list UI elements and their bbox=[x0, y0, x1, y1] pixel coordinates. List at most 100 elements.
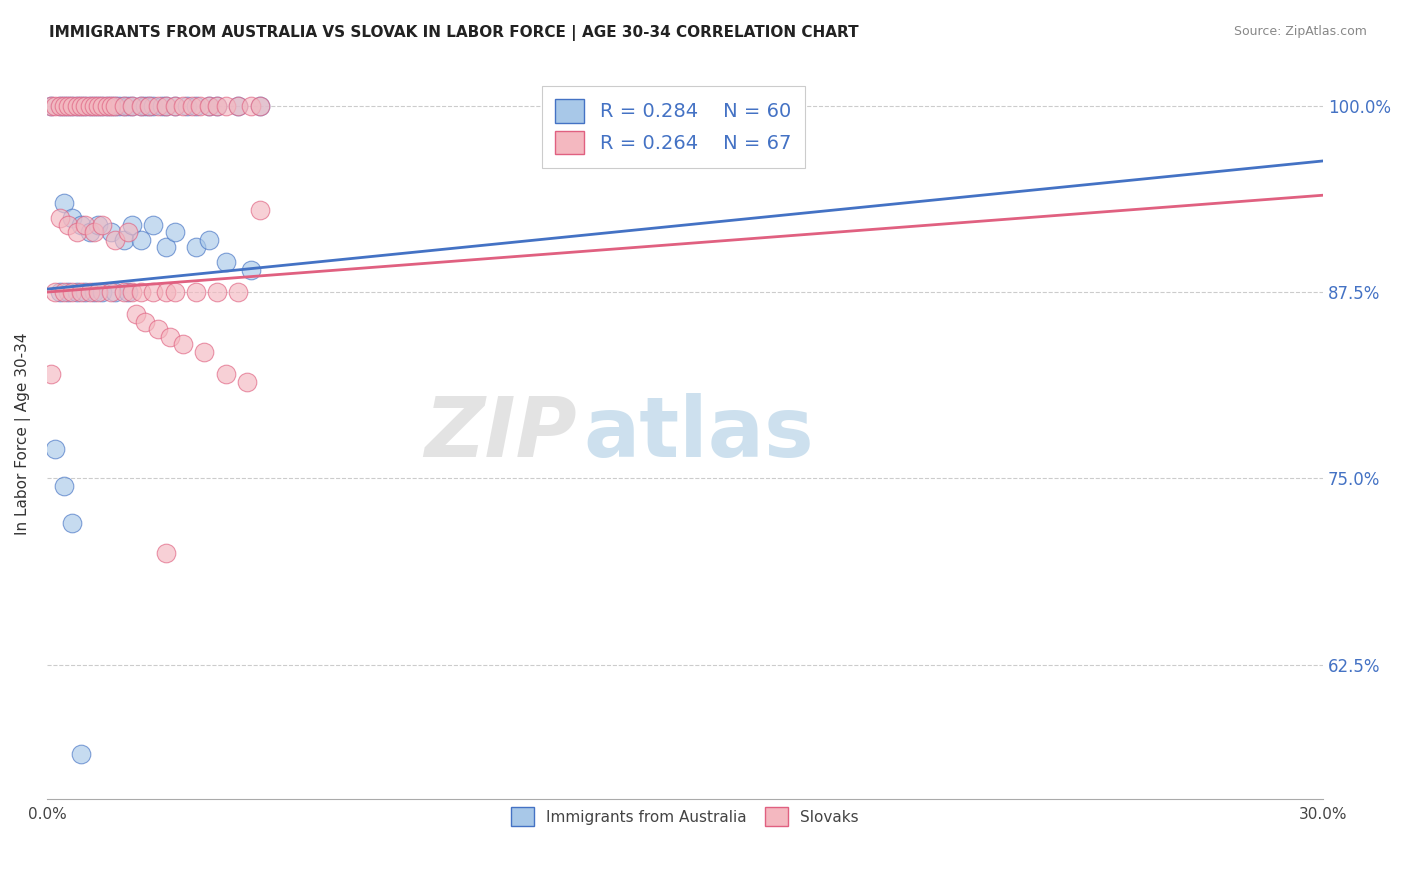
Point bbox=[44, 99, 66, 113]
Text: Source: ZipAtlas.com: Source: ZipAtlas.com bbox=[1233, 25, 1367, 38]
Point bbox=[163, 285, 186, 299]
Point bbox=[108, 99, 131, 113]
Point bbox=[134, 315, 156, 329]
Point bbox=[104, 285, 127, 299]
Point bbox=[112, 233, 135, 247]
Point bbox=[193, 344, 215, 359]
Point bbox=[66, 285, 89, 299]
Point bbox=[44, 442, 66, 456]
Point bbox=[146, 322, 169, 336]
Point bbox=[70, 218, 93, 232]
Point bbox=[53, 195, 76, 210]
Point bbox=[121, 99, 143, 113]
Point bbox=[163, 99, 186, 113]
Point bbox=[142, 285, 165, 299]
Point bbox=[104, 99, 127, 113]
Point bbox=[100, 226, 122, 240]
Point bbox=[83, 99, 105, 113]
Point bbox=[87, 285, 110, 299]
Point bbox=[155, 99, 177, 113]
Point bbox=[172, 99, 194, 113]
Point bbox=[53, 479, 76, 493]
Point bbox=[129, 99, 152, 113]
Point bbox=[163, 99, 186, 113]
Point bbox=[214, 255, 236, 269]
Point bbox=[155, 240, 177, 254]
Legend: Immigrants from Australia, Slovaks: Immigrants from Australia, Slovaks bbox=[502, 798, 868, 835]
Point bbox=[96, 99, 118, 113]
Point bbox=[79, 285, 101, 299]
Point bbox=[197, 99, 219, 113]
Point bbox=[205, 285, 228, 299]
Point bbox=[70, 285, 93, 299]
Point bbox=[100, 99, 122, 113]
Point bbox=[163, 226, 186, 240]
Point bbox=[58, 99, 80, 113]
Point bbox=[228, 99, 250, 113]
Point bbox=[91, 99, 114, 113]
Point bbox=[83, 99, 105, 113]
Point bbox=[79, 99, 101, 113]
Point bbox=[39, 367, 62, 381]
Point bbox=[129, 233, 152, 247]
Point bbox=[142, 218, 165, 232]
Y-axis label: In Labor Force | Age 30-34: In Labor Force | Age 30-34 bbox=[15, 333, 31, 535]
Point bbox=[155, 546, 177, 560]
Text: IMMIGRANTS FROM AUSTRALIA VS SLOVAK IN LABOR FORCE | AGE 30-34 CORRELATION CHART: IMMIGRANTS FROM AUSTRALIA VS SLOVAK IN L… bbox=[49, 25, 859, 41]
Point bbox=[53, 99, 76, 113]
Point bbox=[150, 99, 173, 113]
Point bbox=[87, 218, 110, 232]
Point bbox=[240, 262, 263, 277]
Point bbox=[214, 99, 236, 113]
Point bbox=[184, 285, 207, 299]
Point bbox=[117, 99, 139, 113]
Point bbox=[62, 211, 84, 225]
Point bbox=[39, 99, 62, 113]
Point bbox=[138, 99, 160, 113]
Point bbox=[104, 99, 127, 113]
Point bbox=[155, 99, 177, 113]
Point bbox=[142, 99, 165, 113]
Point bbox=[39, 99, 62, 113]
Point bbox=[66, 99, 89, 113]
Point bbox=[188, 99, 211, 113]
Point bbox=[197, 233, 219, 247]
Point bbox=[96, 99, 118, 113]
Point bbox=[249, 99, 271, 113]
Point bbox=[75, 99, 97, 113]
Point bbox=[66, 226, 89, 240]
Point bbox=[228, 285, 250, 299]
Point bbox=[155, 285, 177, 299]
Point bbox=[62, 516, 84, 530]
Point bbox=[91, 285, 114, 299]
Point bbox=[159, 330, 181, 344]
Point bbox=[117, 226, 139, 240]
Point bbox=[48, 99, 70, 113]
Point bbox=[62, 99, 84, 113]
Point bbox=[53, 99, 76, 113]
Point bbox=[87, 99, 110, 113]
Point bbox=[75, 285, 97, 299]
Point bbox=[70, 747, 93, 761]
Point bbox=[48, 285, 70, 299]
Point bbox=[228, 99, 250, 113]
Point bbox=[240, 99, 263, 113]
Point bbox=[121, 99, 143, 113]
Point bbox=[48, 211, 70, 225]
Point bbox=[249, 203, 271, 218]
Point bbox=[48, 99, 70, 113]
Point bbox=[75, 218, 97, 232]
Point bbox=[205, 99, 228, 113]
Point bbox=[79, 226, 101, 240]
Point bbox=[58, 218, 80, 232]
Point bbox=[66, 99, 89, 113]
Point bbox=[112, 285, 135, 299]
Point bbox=[70, 99, 93, 113]
Point bbox=[100, 99, 122, 113]
Point bbox=[236, 375, 259, 389]
Point bbox=[58, 99, 80, 113]
Point bbox=[62, 99, 84, 113]
Point bbox=[197, 99, 219, 113]
Point bbox=[134, 99, 156, 113]
Text: ZIP: ZIP bbox=[425, 393, 576, 475]
